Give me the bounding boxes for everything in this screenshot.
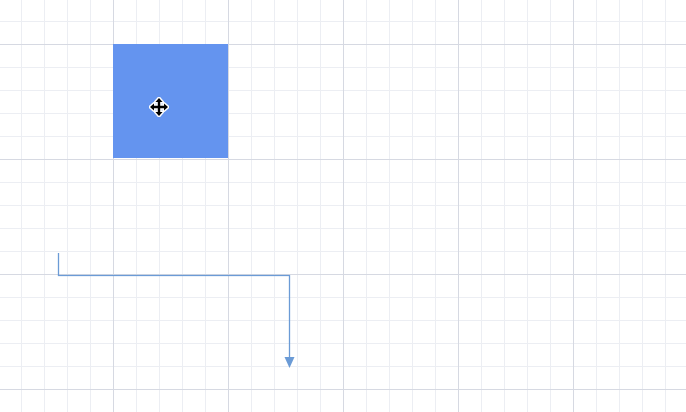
- arrowhead-icon: [284, 357, 295, 368]
- rectangle-shape[interactable]: [113, 44, 228, 158]
- connector-line[interactable]: [57, 253, 291, 358]
